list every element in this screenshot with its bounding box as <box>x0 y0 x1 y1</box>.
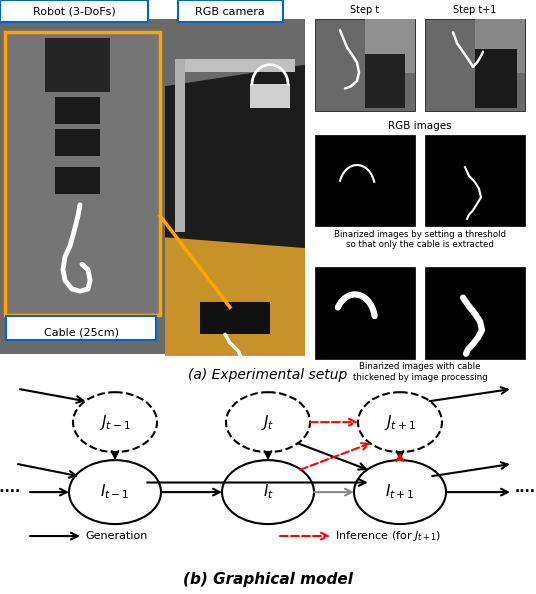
Ellipse shape <box>222 460 314 524</box>
Text: $I_t$: $I_t$ <box>263 483 273 501</box>
FancyBboxPatch shape <box>0 20 305 354</box>
FancyBboxPatch shape <box>0 0 148 21</box>
FancyBboxPatch shape <box>55 167 100 194</box>
Ellipse shape <box>358 392 442 452</box>
Polygon shape <box>165 216 305 356</box>
Ellipse shape <box>226 392 310 452</box>
Text: (b) Graphical model: (b) Graphical model <box>183 571 353 586</box>
FancyBboxPatch shape <box>175 59 295 72</box>
FancyBboxPatch shape <box>250 84 290 108</box>
Text: $I_{t+1}$: $I_{t+1}$ <box>385 483 415 501</box>
Text: (a) Experimental setup: (a) Experimental setup <box>188 368 348 383</box>
Text: Step t: Step t <box>351 5 379 15</box>
Text: Robot (3-DoFs): Robot (3-DoFs) <box>33 7 115 17</box>
Text: Generation: Generation <box>85 531 147 541</box>
Ellipse shape <box>354 460 446 524</box>
FancyBboxPatch shape <box>475 20 525 73</box>
FancyBboxPatch shape <box>55 97 100 124</box>
Ellipse shape <box>73 392 157 452</box>
Text: Binarized images by setting a threshold
so that only the cable is extracted: Binarized images by setting a threshold … <box>334 230 506 249</box>
FancyBboxPatch shape <box>365 54 405 108</box>
FancyBboxPatch shape <box>45 38 110 91</box>
Text: Step t+1: Step t+1 <box>453 5 497 15</box>
Text: Binarized images with cable
thickened by image processing: Binarized images with cable thickened by… <box>353 362 487 382</box>
FancyBboxPatch shape <box>425 135 525 226</box>
Text: RGB images: RGB images <box>388 121 452 131</box>
FancyBboxPatch shape <box>315 20 415 111</box>
Text: RGB camera: RGB camera <box>195 7 265 17</box>
Text: ·····: ····· <box>0 485 21 499</box>
FancyBboxPatch shape <box>178 0 283 21</box>
FancyBboxPatch shape <box>425 20 525 111</box>
FancyBboxPatch shape <box>315 267 415 359</box>
Text: Inference (for $J_{t+1}$): Inference (for $J_{t+1}$) <box>335 529 441 543</box>
Polygon shape <box>165 65 305 248</box>
FancyBboxPatch shape <box>5 32 160 315</box>
FancyBboxPatch shape <box>55 129 100 156</box>
Text: ·····: ····· <box>515 485 536 499</box>
FancyBboxPatch shape <box>425 267 525 359</box>
FancyBboxPatch shape <box>475 49 517 108</box>
FancyBboxPatch shape <box>365 20 415 73</box>
Ellipse shape <box>69 460 161 524</box>
FancyBboxPatch shape <box>200 302 270 334</box>
FancyBboxPatch shape <box>6 316 156 340</box>
FancyBboxPatch shape <box>175 59 185 232</box>
FancyBboxPatch shape <box>315 135 415 226</box>
Text: $J_{t+1}$: $J_{t+1}$ <box>384 413 416 432</box>
Text: Cable (25cm): Cable (25cm) <box>43 327 118 337</box>
Text: $I_{t-1}$: $I_{t-1}$ <box>100 483 130 501</box>
Text: $J_t$: $J_t$ <box>261 413 275 432</box>
Text: $J_{t-1}$: $J_{t-1}$ <box>99 413 131 432</box>
